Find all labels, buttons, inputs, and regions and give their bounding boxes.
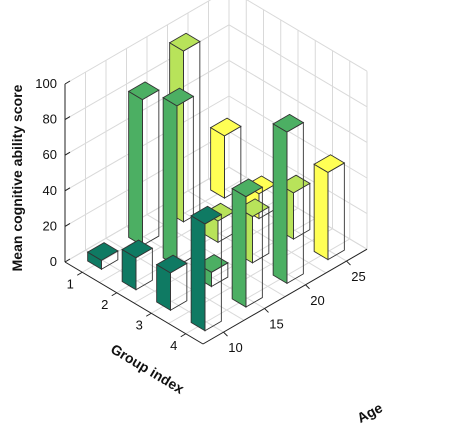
z-tick-label: 40	[43, 183, 57, 198]
y-axis-label: Age	[354, 399, 385, 426]
tick-layer: 0 20 40 60 80 100 1 2 3 4 10 15 20 25	[35, 76, 365, 355]
y-tick-mark	[223, 331, 228, 337]
z-tick-label: 0	[50, 254, 57, 269]
bar-front-face	[210, 126, 225, 199]
y-tick-label: 10	[228, 340, 242, 355]
bar-top-face	[190, 205, 223, 225]
z-axis-label: Mean cognitive ability score	[9, 84, 25, 271]
x-tick-mark	[180, 333, 187, 338]
bar-top-face	[168, 32, 201, 52]
bar	[313, 154, 346, 261]
bar-layer	[86, 32, 346, 332]
bar	[155, 254, 188, 312]
grid-line	[246, 0, 368, 72]
z-tick-mark	[64, 116, 71, 121]
bar	[86, 242, 119, 271]
bar-top-face	[209, 117, 242, 137]
axis-line	[202, 248, 368, 345]
bar-side-face	[182, 40, 201, 223]
bar-front-face	[162, 96, 178, 267]
x-tick-label: 4	[170, 338, 177, 353]
z-tick-label: 60	[43, 147, 57, 162]
z-tick-mark	[64, 80, 71, 85]
bar-front-face	[231, 187, 247, 308]
bar	[190, 205, 223, 332]
x-tick-mark	[76, 271, 83, 276]
y-tick-label: 20	[310, 293, 324, 308]
bar-side-face	[327, 162, 345, 261]
bar	[162, 87, 195, 267]
axis-line	[64, 261, 204, 345]
bar-top-face	[162, 87, 195, 107]
bar	[209, 117, 242, 199]
z-tick-mark	[64, 258, 71, 263]
bar	[127, 81, 160, 247]
z-tick-label: 100	[35, 76, 57, 91]
y-tick-mark	[264, 308, 269, 313]
x-tick-mark	[111, 292, 118, 297]
z-tick-label: 80	[43, 112, 57, 127]
bar-top-face	[231, 178, 264, 198]
bar-front-face	[190, 214, 206, 332]
bar-top-face	[272, 113, 305, 133]
bar-top-face	[121, 239, 154, 259]
bar	[121, 239, 154, 291]
y-tick-label: 15	[269, 316, 283, 331]
x-tick-mark	[145, 312, 152, 317]
bar-front-face	[313, 163, 329, 261]
z-tick-mark	[64, 187, 71, 192]
y-tick-mark	[346, 260, 351, 266]
z-tick-mark	[64, 222, 71, 227]
bar-top-face	[313, 154, 346, 173]
bar	[231, 178, 264, 308]
z-tick-mark	[64, 151, 71, 156]
bar-top-face	[155, 254, 188, 274]
bar-side-face	[141, 89, 160, 247]
x-tick-label: 2	[101, 297, 108, 312]
y-tick-label: 25	[351, 269, 365, 284]
bar-top-face	[86, 242, 119, 261]
x-tick-label: 3	[136, 317, 143, 332]
z-tick-label: 20	[43, 218, 57, 233]
x-tick-label: 1	[67, 276, 74, 291]
bar	[272, 113, 305, 285]
bar-top-face	[127, 81, 160, 101]
bar-front-face	[128, 90, 143, 247]
y-tick-mark	[305, 284, 310, 290]
bar-front-face	[272, 123, 288, 285]
